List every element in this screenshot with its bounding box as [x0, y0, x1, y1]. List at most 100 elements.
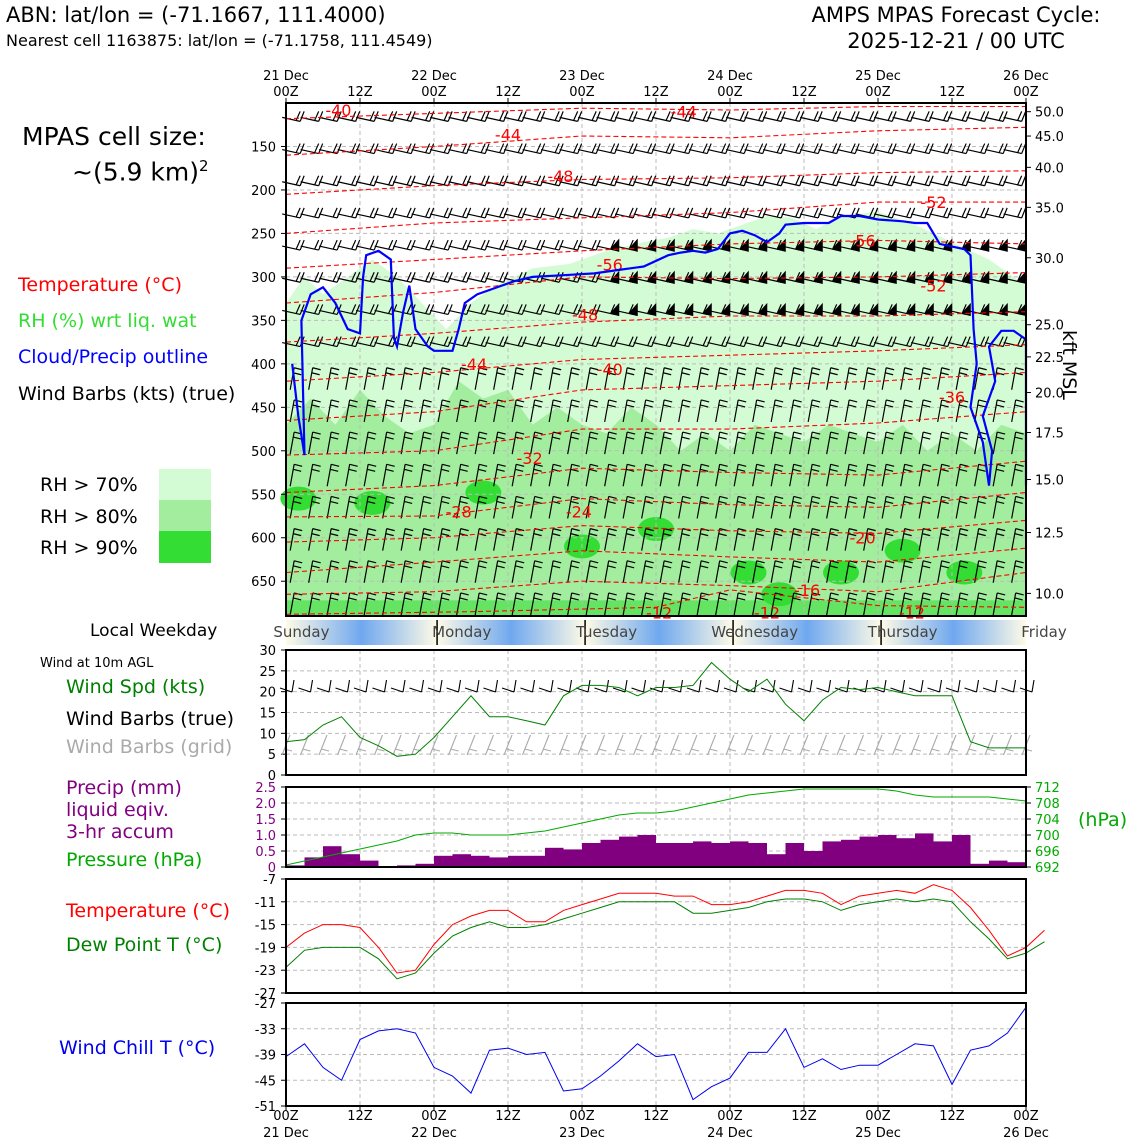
- wind-barb: [863, 528, 876, 551]
- bottom-date-label: 26 Dec: [1003, 1126, 1049, 1140]
- wind-barb: [948, 207, 971, 219]
- wind-barb: [567, 495, 580, 519]
- wind-barb: [800, 111, 823, 122]
- wind-barb: [548, 399, 562, 423]
- wind-barb: [752, 463, 765, 487]
- wind-barb-grid: [762, 734, 774, 756]
- wind-barb: [382, 431, 395, 455]
- isotherm-line: [285, 105, 1026, 120]
- wind-barb: [918, 560, 932, 583]
- wind-barb: [326, 431, 340, 455]
- wind-barb: [678, 399, 691, 423]
- precip-bar: [970, 863, 989, 867]
- wind-barb: [800, 336, 823, 348]
- wind-barb: [345, 560, 358, 583]
- wind-barb: [393, 111, 416, 122]
- top-hour-label: 12Z: [939, 85, 965, 100]
- wind-barb: [604, 431, 617, 455]
- wind-barb: [326, 495, 340, 519]
- wind-barb: [504, 239, 527, 251]
- wind-barb: [548, 528, 562, 551]
- wind-barb: [585, 431, 599, 455]
- weekday-label: Thursday: [867, 623, 938, 641]
- weekday-segment: [585, 620, 734, 645]
- wind-barb: [622, 592, 636, 616]
- weekday-label: Tuesday: [575, 623, 637, 641]
- wind-barb: [770, 560, 784, 583]
- precip-bar: [563, 849, 582, 867]
- isotherm-line: [285, 460, 1027, 494]
- wind-barb: [522, 207, 546, 219]
- wind-barb: [781, 143, 805, 155]
- wind-barb: [844, 528, 858, 551]
- wind-barb-flag: [813, 238, 823, 252]
- wind-barb: [504, 143, 527, 155]
- wind-barb-grid: [521, 734, 533, 756]
- wind-barb: [770, 528, 784, 551]
- wind-barb-true: [853, 679, 869, 693]
- wind-barb-flag: [850, 238, 860, 252]
- wind-barb: [955, 367, 969, 390]
- chill-panel-ytick-label: -27: [255, 997, 276, 1012]
- precip-bar: [656, 843, 675, 867]
- wind-barb-true: [816, 679, 832, 693]
- wind-barb: [855, 143, 879, 155]
- pressure-tick-label: 300: [251, 271, 276, 286]
- temperature-label: Temperature (°C): [66, 900, 230, 922]
- precip-bar: [933, 841, 952, 867]
- wind-barb: [948, 175, 971, 187]
- wind-barb: [1011, 495, 1024, 519]
- bottom-hour-label: 00Z: [1013, 1109, 1039, 1124]
- isotherm-line: [285, 589, 1027, 615]
- wind-barb: [900, 399, 913, 423]
- isotherm-line: [285, 411, 1027, 456]
- wind-barb: [689, 175, 712, 187]
- wind-barb-true: [316, 679, 332, 693]
- wind-barb: [763, 336, 786, 348]
- wind-barb: [467, 207, 490, 219]
- top-hour-label: 00Z: [569, 85, 595, 100]
- wind-barb: [789, 592, 802, 616]
- cs-wind-barbs: [282, 111, 1027, 616]
- wind-barb-grid: [799, 734, 811, 756]
- precip-bar: [508, 855, 527, 867]
- wind-barb: [485, 336, 509, 348]
- wind-barb-true: [557, 679, 573, 693]
- wind-barb: [504, 175, 527, 187]
- wind-barb: [567, 431, 580, 455]
- wind-barb-true: [501, 679, 517, 693]
- wind-barb: [504, 304, 527, 316]
- wind-barb-flag: [813, 302, 823, 317]
- wind-barb: [567, 463, 580, 487]
- wind-barb: [826, 592, 839, 616]
- wind-barb-flag: [868, 238, 879, 252]
- kft-tick-label: 35.0: [1035, 201, 1064, 216]
- wind-barb-grid: [447, 734, 459, 756]
- wind-barb: [326, 463, 340, 487]
- wind-barb: [715, 463, 728, 487]
- wind-barb: [1011, 463, 1024, 487]
- wind-barb: [596, 175, 620, 187]
- wind-barb: [326, 560, 340, 583]
- wind-barb: [918, 399, 932, 423]
- wind-barb: [689, 143, 712, 155]
- wind-barb: [992, 560, 1006, 583]
- precip-bar: [434, 855, 453, 867]
- wind-barb: [448, 175, 472, 187]
- isotherm-label: -48: [572, 305, 598, 324]
- precip-bar: [822, 841, 841, 867]
- precip-label-3: 3-hr accum: [66, 821, 174, 843]
- wind-barb: [474, 431, 488, 455]
- wind-barb-true: [446, 679, 462, 693]
- hpa-axis-label: (hPa): [1078, 809, 1128, 831]
- rh90-spot: [465, 480, 502, 505]
- wind-barb: [400, 399, 414, 423]
- wind-barb: [374, 111, 398, 122]
- kft-tick-label: 12.5: [1035, 527, 1064, 542]
- weekday-label: Wednesday: [711, 623, 798, 641]
- pressure-tick-label: 550: [251, 488, 276, 503]
- isotherm-label: -12: [646, 604, 672, 623]
- wind-barb: [881, 463, 895, 487]
- wind-barb: [900, 463, 913, 487]
- wind-barb: [511, 367, 525, 390]
